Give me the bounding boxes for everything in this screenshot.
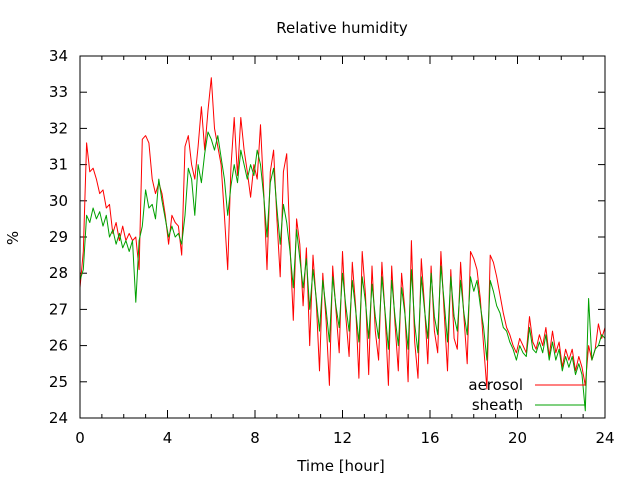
y-tick-label: 25 — [49, 373, 68, 391]
y-tick-label: 34 — [49, 47, 68, 65]
x-tick-label: 8 — [250, 429, 260, 447]
legend-label-sheath: sheath — [472, 396, 523, 414]
x-tick-label: 16 — [420, 429, 439, 447]
y-tick-label: 24 — [49, 409, 68, 427]
series-line-aerosol — [79, 77, 606, 390]
legend: aerosol sheath — [468, 376, 585, 414]
y-axis-label: % — [4, 231, 22, 245]
plot-axes: 24 25 26 27 28 29 30 31 32 33 34 0 4 8 12 16 20 24 — [49, 47, 615, 447]
legend-label-aerosol: aerosol — [468, 376, 523, 394]
x-tick-label: 24 — [595, 429, 614, 447]
chart-title: Relative humidity — [276, 19, 408, 37]
y-tick-label: 29 — [49, 228, 68, 246]
y-tick-label: 30 — [49, 192, 68, 210]
x-tick-label: 4 — [163, 429, 173, 447]
x-tick-label: 20 — [508, 429, 527, 447]
y-tick-label: 32 — [49, 119, 68, 137]
y-tick-label: 26 — [49, 337, 68, 355]
y-tick-label: 31 — [49, 156, 68, 174]
plot-frame — [79, 55, 606, 419]
series-line-sheath — [79, 131, 606, 412]
x-tick-label: 12 — [333, 429, 352, 447]
series-layer — [79, 77, 606, 412]
y-tick-label: 27 — [49, 300, 68, 318]
y-tick-label: 28 — [49, 264, 68, 282]
x-tick-label: 0 — [75, 429, 85, 447]
x-axis-label: Time [hour] — [296, 457, 385, 475]
y-tick-label: 33 — [49, 83, 68, 101]
